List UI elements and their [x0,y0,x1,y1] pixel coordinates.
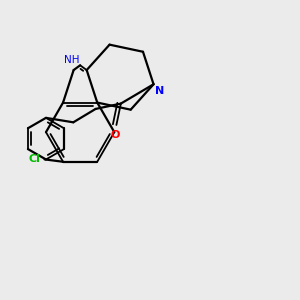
Text: N: N [155,86,164,96]
Text: O: O [110,130,120,140]
Text: NH: NH [64,55,80,65]
Text: Cl: Cl [28,154,40,164]
